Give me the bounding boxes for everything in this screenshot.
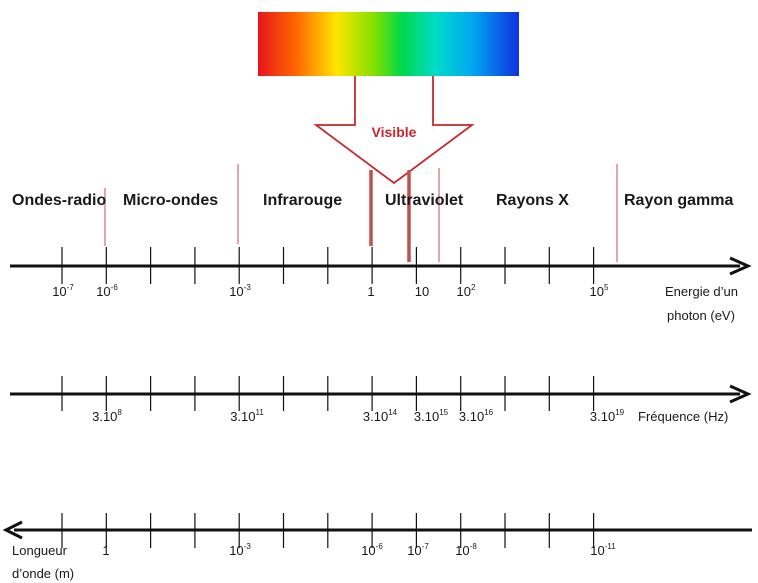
energy-tick-label-1e5: 105	[590, 283, 609, 299]
visible-spectrum-bar	[258, 12, 519, 76]
freq-tick-label-3e14: 3.1014	[363, 408, 398, 424]
wl-tick-label-1e-8: 10-8	[455, 542, 477, 558]
frequency-axis-arrowhead	[729, 384, 752, 404]
freq-tick-label-3e15: 3.1015	[414, 408, 449, 424]
visible-arrow	[313, 76, 475, 185]
energy-tick-label-1e-7: 10-7	[52, 283, 74, 299]
energy-axis-arrowhead	[729, 256, 752, 276]
energy-axis-caption-line1: Energie d’un	[665, 284, 738, 299]
wavelength-axis: Longueur d’onde (m) 1 10-3 10-6 10-7 10-…	[2, 513, 752, 581]
frequency-axis-ticks	[61, 376, 595, 411]
visible-bounds	[369, 170, 411, 262]
wl-tick-label-1: 1	[102, 543, 109, 558]
band-dividers	[104, 164, 618, 262]
band-label-microwave: Micro-ondes	[123, 192, 218, 209]
energy-tick-label-10: 10	[415, 284, 429, 299]
wavelength-axis-ticks	[61, 513, 595, 548]
energy-tick-label-1e-6: 10-6	[96, 283, 118, 299]
wavelength-axis-arrowhead	[2, 520, 23, 540]
band-label-radio: Ondes-radio	[12, 192, 106, 209]
energy-tick-label-1e2: 102	[457, 283, 476, 299]
wavelength-axis-caption-line2: d’onde (m)	[12, 566, 74, 581]
energy-axis-caption-line2: photon (eV)	[667, 308, 735, 323]
freq-tick-label-3e16: 3.1016	[459, 408, 494, 424]
energy-axis: 10-7 10-6 10-3 1 10 102 105 Energie d’un…	[10, 247, 752, 323]
wl-tick-label-1e-6: 10-6	[361, 542, 383, 558]
band-label-gamma: Rayon gamma	[624, 192, 733, 209]
freq-tick-label-3e11: 3.1011	[230, 408, 264, 424]
band-label-xray: Rayons X	[496, 192, 569, 209]
energy-tick-label-1: 1	[367, 284, 374, 299]
wl-tick-label-1e-3: 10-3	[229, 542, 251, 558]
wl-tick-label-1e-7: 10-7	[407, 542, 429, 558]
frequency-axis: 3.108 3.1011 3.1014 3.1015 3.1016 3.1019…	[10, 376, 752, 424]
frequency-axis-caption: Fréquence (Hz)	[638, 409, 728, 424]
band-label-infrared: Infrarouge	[263, 192, 342, 209]
energy-axis-ticks	[61, 247, 595, 284]
wl-tick-label-1e-11: 10-11	[590, 542, 616, 558]
energy-tick-label-1e-3: 10-3	[229, 283, 251, 299]
wavelength-axis-caption-line1: Longueur	[12, 543, 68, 558]
freq-tick-label-3e8: 3.108	[92, 408, 122, 424]
visible-label: Visible	[372, 124, 417, 140]
band-label-ultraviolet: Ultraviolet	[385, 192, 464, 209]
freq-tick-label-3e19: 3.1019	[590, 408, 625, 424]
